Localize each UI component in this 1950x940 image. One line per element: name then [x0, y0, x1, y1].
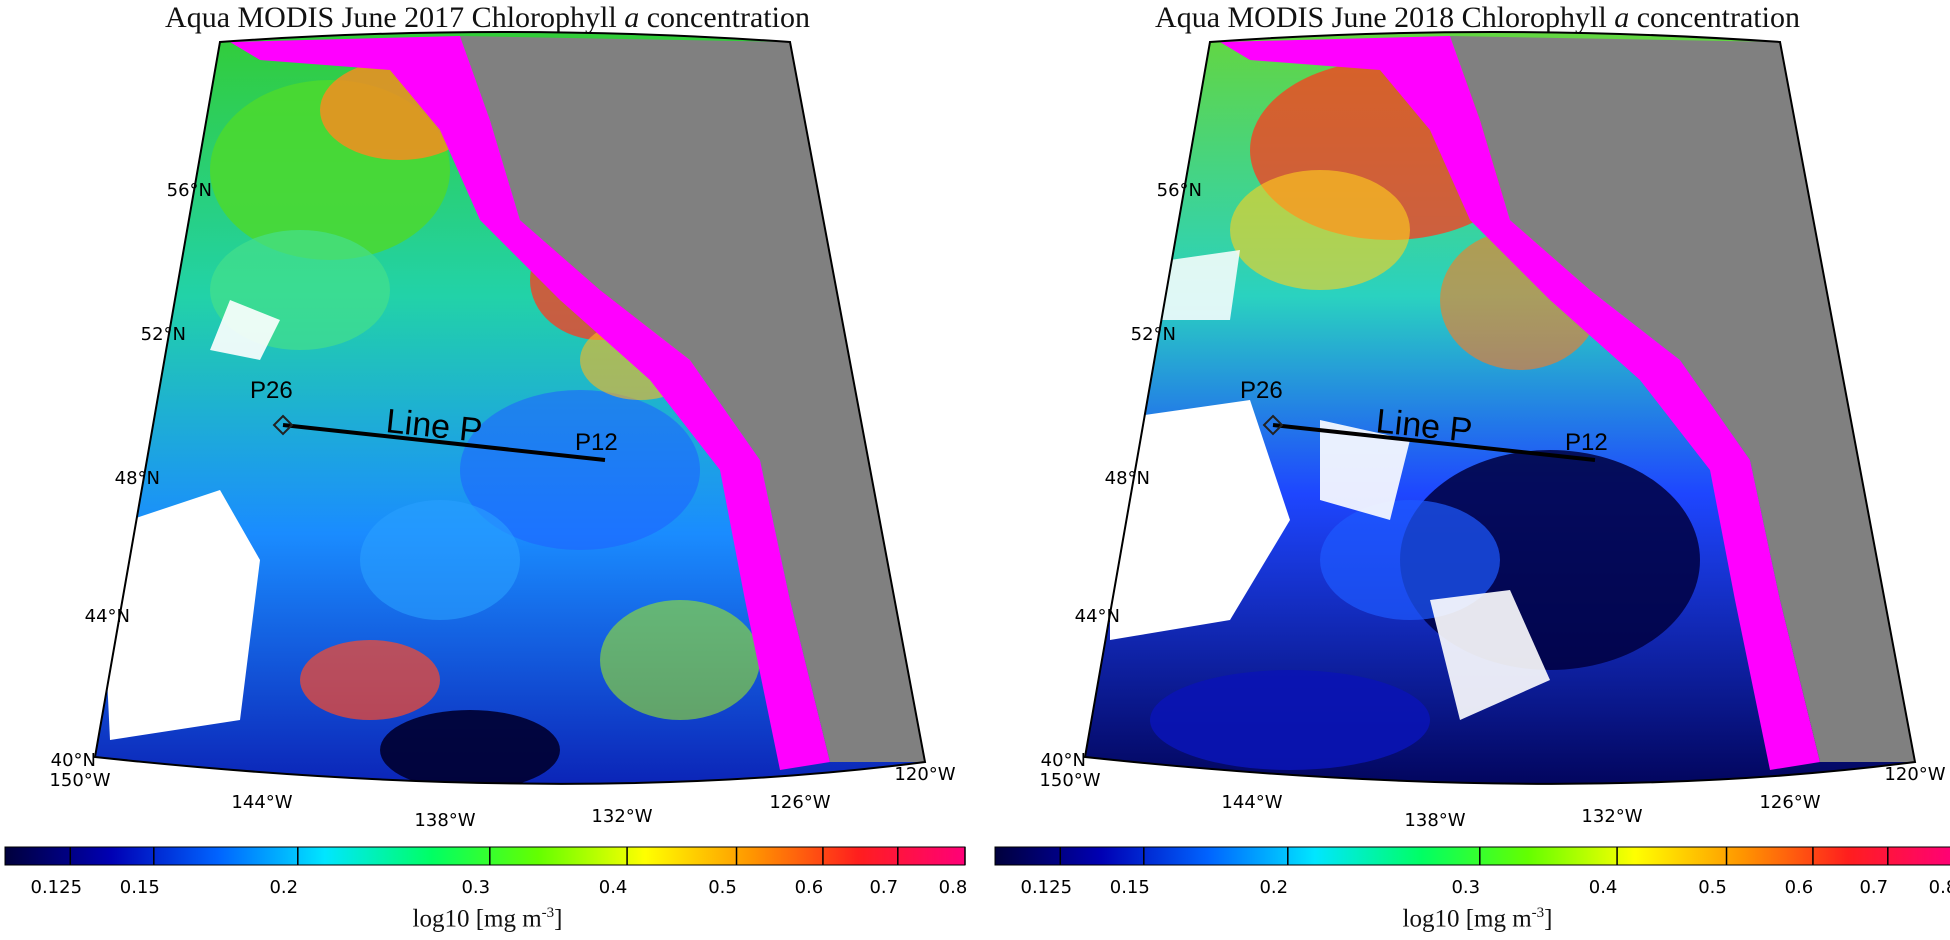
- lat-label: 56°N: [167, 180, 212, 201]
- colorbar-tick-label: 0.2: [1259, 877, 1288, 898]
- lat-label: 48°N: [1105, 468, 1150, 489]
- colorbar: 0.125 0.15 0.2 0.3 0.4 0.5 0.6 0.7 0.8: [994, 846, 1950, 898]
- colorbar-tick-label: 0.125: [31, 877, 83, 898]
- station-p26-marker: [1262, 414, 1284, 436]
- lon-label: 144°W: [231, 792, 292, 813]
- lon-label: 132°W: [591, 806, 652, 827]
- panel-title: Aqua MODIS June 2017 Chlorophyll a conce…: [165, 1, 810, 34]
- lon-label: 126°W: [1759, 792, 1820, 813]
- colorbar-gradient: [994, 846, 1950, 866]
- station-p26-label: P26: [1240, 377, 1283, 404]
- lat-label: 44°N: [85, 606, 130, 627]
- line-p-transect: [1272, 423, 1596, 462]
- colorbar-tick-label: 0.15: [1110, 877, 1150, 898]
- lon-label: 126°W: [769, 792, 830, 813]
- station-p26-marker: [272, 414, 294, 436]
- lon-label: 138°W: [1404, 810, 1465, 831]
- map-panel-2017: Aqua MODIS June 2017 Chlorophyll a conce…: [4, 1, 968, 933]
- colorbar-tick-label: 0.4: [599, 877, 628, 898]
- colorbar-tick-label: 0.3: [1451, 877, 1480, 898]
- colorbar-tick-label: 0.6: [1785, 877, 1814, 898]
- map-panel-2018: Aqua MODIS June 2018 Chlorophyll a conce…: [990, 0, 1950, 940]
- colorbar-tick-label: 0.5: [1698, 877, 1727, 898]
- station-p26-label: P26: [250, 377, 293, 404]
- lon-label: 138°W: [414, 810, 475, 831]
- colorbar-tick-label: 0.3: [461, 877, 490, 898]
- chlorophyll-map: Line P P26 P12 56°N 52°N 48°N 44°N 40°N …: [4, 31, 968, 898]
- colorbar-tick-label: 0.8: [939, 877, 968, 898]
- colorbar: 0.125 0.15 0.2 0.3 0.4 0.5 0.6 0.7 0.8: [4, 846, 968, 898]
- colorbar-tick-label: 0.5: [708, 877, 737, 898]
- colorbar-tick-label: 0.4: [1589, 877, 1618, 898]
- lat-label: 56°N: [1157, 180, 1202, 201]
- colorbar-tick-label: 0.125: [1021, 877, 1073, 898]
- colorbar-tick-label: 0.15: [120, 877, 160, 898]
- lon-label: 132°W: [1581, 806, 1642, 827]
- lat-label: 52°N: [141, 324, 186, 345]
- lon-label: 144°W: [1221, 792, 1282, 813]
- colorbar-label: log10 [mg m-3]: [1402, 905, 1553, 933]
- lon-label: 150°W: [1039, 770, 1100, 791]
- panel-title: Aqua MODIS June 2018 Chlorophyll a conce…: [1155, 1, 1800, 34]
- colorbar-label: log10 [mg m-3]: [412, 905, 563, 933]
- station-p12-label: P12: [575, 429, 618, 456]
- colorbar-tick-label: 0.6: [795, 877, 824, 898]
- station-p12-label: P12: [1565, 429, 1608, 456]
- lat-label: 48°N: [115, 468, 160, 489]
- lon-label: 120°W: [1884, 764, 1945, 785]
- lat-label: 40°N: [51, 750, 96, 771]
- lat-label: 52°N: [1131, 324, 1176, 345]
- colorbar-tick-label: 0.7: [1859, 877, 1888, 898]
- chlorophyll-map: Line P P26 P12 56°N 52°N 48°N 44°N 40°N …: [994, 31, 1950, 898]
- colorbar-gradient: [4, 846, 966, 866]
- lat-label: 44°N: [1075, 606, 1120, 627]
- lon-label: 150°W: [49, 770, 110, 791]
- colorbar-tick-label: 0.2: [269, 877, 298, 898]
- colorbar-tick-label: 0.7: [869, 877, 898, 898]
- line-p-transect: [282, 423, 606, 462]
- map-fill: [95, 32, 925, 784]
- map-fill: [1085, 32, 1915, 784]
- lon-label: 120°W: [894, 764, 955, 785]
- colorbar-tick-label: 0.8: [1929, 877, 1950, 898]
- lat-label: 40°N: [1041, 750, 1086, 771]
